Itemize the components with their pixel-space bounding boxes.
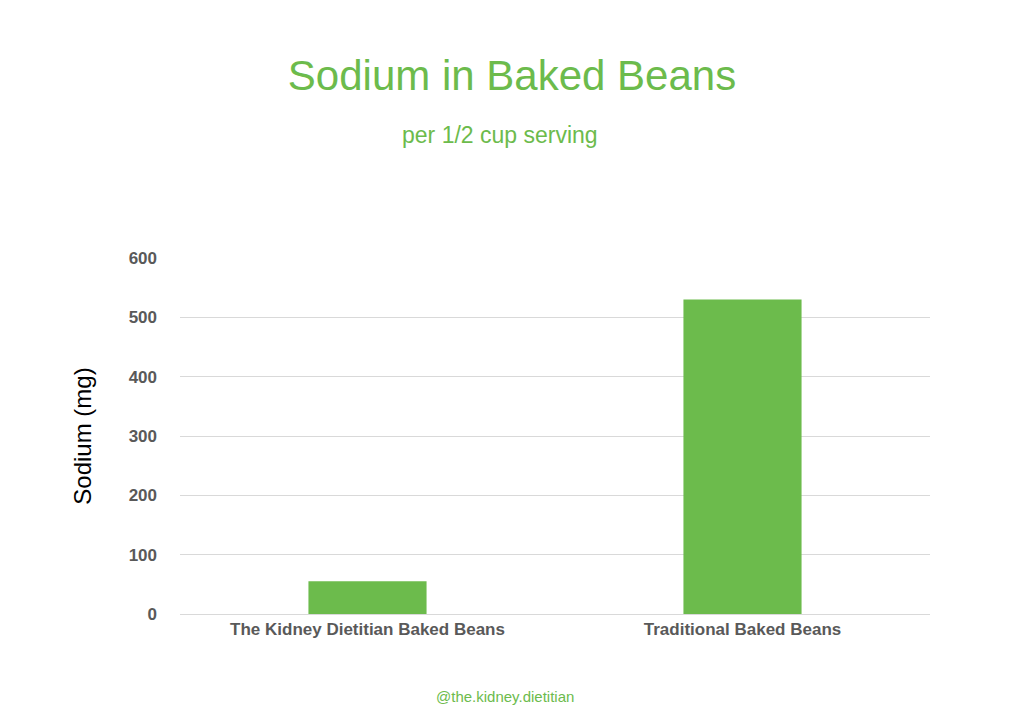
svg-text:Sodium in Baked Beans: Sodium in Baked Beans: [288, 52, 736, 99]
svg-text:100: 100: [129, 546, 157, 565]
svg-text:300: 300: [129, 427, 157, 446]
svg-text:500: 500: [129, 308, 157, 327]
svg-text:0: 0: [148, 605, 157, 624]
svg-text:The Kidney Dietitian Baked Bea: The Kidney Dietitian Baked Beans: [230, 620, 505, 639]
svg-text:per 1/2 cup serving: per 1/2 cup serving: [402, 122, 598, 148]
svg-text:200: 200: [129, 486, 157, 505]
svg-text:Sodium (mg): Sodium (mg): [69, 367, 96, 504]
svg-text:600: 600: [129, 249, 157, 268]
svg-text:400: 400: [129, 368, 157, 387]
svg-text:Traditional Baked Beans: Traditional Baked Beans: [644, 620, 841, 639]
svg-text:@the.kidney.dietitian: @the.kidney.dietitian: [436, 688, 574, 705]
